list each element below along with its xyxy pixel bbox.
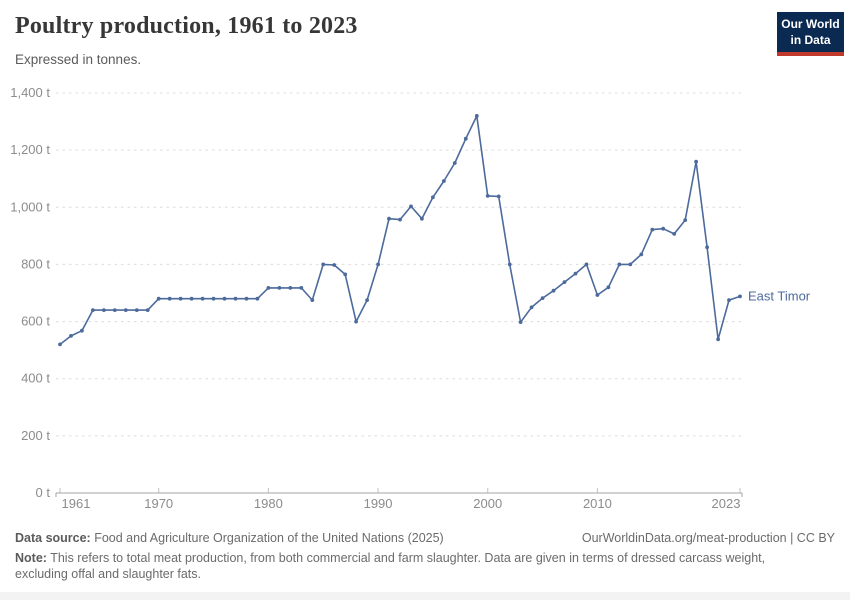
data-point <box>507 262 512 267</box>
bottom-edge-strip <box>0 592 850 600</box>
x-axis-label: 1961 <box>62 496 91 510</box>
data-point <box>332 263 337 267</box>
data-point <box>189 296 194 301</box>
data-point <box>233 296 238 301</box>
data-point <box>112 308 117 312</box>
data-source-label: Data source: <box>15 531 91 545</box>
x-axis-label: 2023 <box>712 496 741 510</box>
data-point <box>452 161 457 165</box>
data-point <box>376 262 380 267</box>
data-point <box>156 296 161 301</box>
note-label: Note: <box>15 551 47 565</box>
data-point <box>606 285 611 290</box>
data-point <box>573 271 578 276</box>
data-point <box>661 226 666 231</box>
owid-logo-line2: in Data <box>790 32 831 47</box>
data-point <box>80 328 84 333</box>
data-point <box>738 294 742 299</box>
line-chart-svg[interactable]: 0 t 200 t 400 t 600 t 800 t 1,000 t 1,200 t 1,4… <box>0 80 850 511</box>
data-point <box>365 298 369 302</box>
data-point <box>222 296 227 301</box>
data-point <box>387 216 391 221</box>
owid-logo[interactable]: Our World in Data <box>777 12 844 57</box>
y-axis-label: 1,200 t <box>10 142 50 157</box>
y-axis-label: 0 t <box>36 485 51 500</box>
data-point <box>91 308 95 312</box>
data-point <box>266 286 271 290</box>
data-point <box>727 298 731 302</box>
data-point <box>398 217 402 222</box>
owid-logo-line1: Our World <box>781 17 840 31</box>
x-axis-label: 1980 <box>254 496 283 510</box>
data-point <box>485 194 490 198</box>
data-point <box>178 296 183 301</box>
y-axis-label: 600 t <box>21 314 50 329</box>
data-point <box>584 262 589 267</box>
data-point <box>518 320 523 324</box>
data-point <box>200 296 205 301</box>
data-point <box>595 293 600 297</box>
data-point <box>343 272 348 277</box>
chart-subtitle: Expressed in tonnes. <box>15 52 142 67</box>
data-point <box>321 262 326 267</box>
data-point <box>123 308 128 312</box>
data-point <box>540 296 545 300</box>
data-point <box>551 288 556 293</box>
credit-link[interactable]: OurWorldinData.org/meat-production | CC … <box>581 531 835 545</box>
data-point <box>431 195 435 200</box>
x-axis-label: 1990 <box>364 496 393 510</box>
data-point <box>617 262 622 267</box>
data-source: Data source: Food and Agriculture Organi… <box>15 531 444 545</box>
data-point <box>409 204 413 209</box>
data-point <box>442 179 446 183</box>
data-point <box>288 286 293 290</box>
y-axis-label: 400 t <box>21 371 50 386</box>
data-point <box>211 296 216 301</box>
y-axis-label: 200 t <box>21 428 50 443</box>
x-axis-label: 2000 <box>473 496 502 510</box>
data-point <box>145 308 150 312</box>
data-point <box>167 296 172 301</box>
data-point <box>683 218 688 223</box>
data-source-text: Food and Agriculture Organization of the… <box>90 531 444 545</box>
y-axis-label: 800 t <box>21 256 50 271</box>
data-point <box>650 227 655 232</box>
data-point <box>529 305 534 310</box>
owid-logo-red-bar <box>777 52 844 57</box>
data-point <box>420 216 424 221</box>
data-point <box>562 280 567 284</box>
data-point <box>58 342 62 347</box>
data-point <box>299 286 304 290</box>
data-point <box>69 334 73 338</box>
data-point <box>496 194 501 199</box>
owid-logo-text: Our World in Data <box>777 12 844 53</box>
y-axis-label: 1,400 t <box>10 85 50 100</box>
data-point <box>705 245 709 250</box>
note: Note: This refers to total meat producti… <box>15 550 797 582</box>
data-point <box>255 296 260 301</box>
x-axis-label: 1970 <box>144 496 173 510</box>
note-text: This refers to total meat production, fr… <box>15 551 766 581</box>
chart-footer: Data source: Food and Agriculture Organi… <box>15 531 835 582</box>
data-point <box>672 232 677 236</box>
series-end-label: East Timor <box>748 288 811 303</box>
page-title: Poultry production, 1961 to 2023 <box>15 13 358 39</box>
y-axis-label: 1,000 t <box>10 199 50 214</box>
data-point <box>694 159 698 164</box>
data-point <box>102 308 106 312</box>
data-point <box>277 286 282 290</box>
data-point <box>628 262 633 267</box>
data-point <box>310 298 315 302</box>
data-point <box>639 252 644 257</box>
data-point <box>244 296 249 301</box>
data-point <box>134 308 139 312</box>
source-row: Data source: Food and Agriculture Organi… <box>15 531 835 545</box>
data-point <box>354 319 358 324</box>
data-point <box>463 136 468 141</box>
data-point <box>474 114 479 118</box>
data-point <box>716 337 720 342</box>
x-axis-label: 2010 <box>583 496 612 510</box>
line-chart[interactable]: 0 t 200 t 400 t 600 t 800 t 1,000 t 1,200 t 1,4… <box>0 80 850 511</box>
